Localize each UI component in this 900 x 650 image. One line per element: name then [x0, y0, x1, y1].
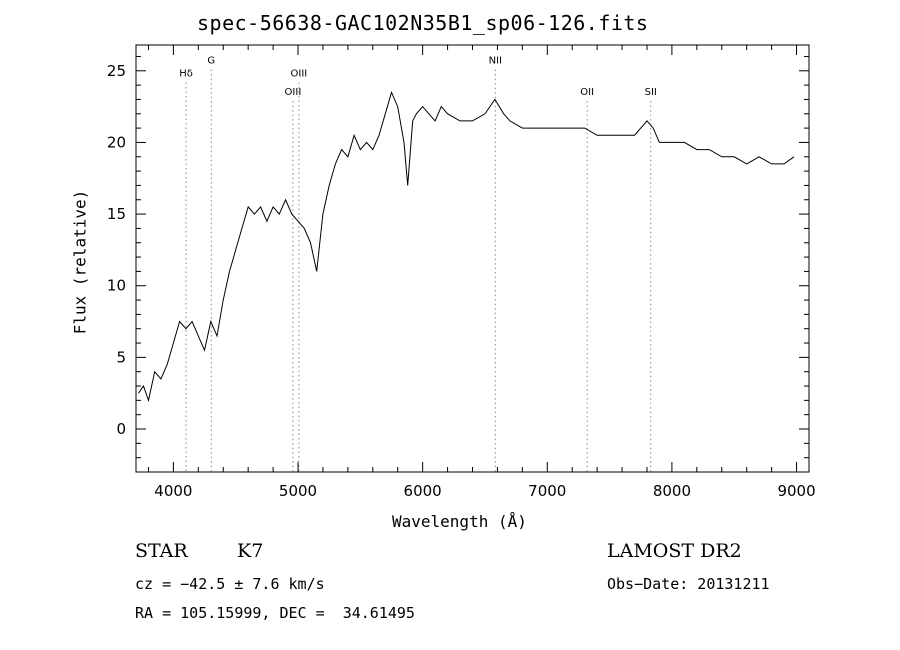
spectral-line-markers: Hδ G OIII OIII NII OII SII [179, 56, 657, 472]
axis-ticks: 4000 5000 6000 7000 8000 9000 0 5 10 15 20 25 [107, 45, 816, 500]
y-tick-label: 25 [107, 62, 126, 80]
x-tick-label: 5000 [279, 482, 317, 500]
y-tick-label: 15 [107, 205, 126, 223]
plot-frame [135, 44, 810, 473]
x-tick-label: 6000 [404, 482, 442, 500]
x-tick-label: 4000 [154, 482, 192, 500]
y-tick-label: 10 [107, 277, 126, 295]
object-class: STAR [135, 540, 188, 562]
y-tick-label: 0 [116, 420, 126, 438]
spectral-line-label: SII [645, 87, 657, 98]
observation-date: Obs−Date: 20131211 [607, 575, 770, 593]
x-axis-label: Wavelength (Å) [392, 512, 527, 531]
coordinates-readout: RA = 105.15999, DEC = 34.61495 [135, 604, 415, 622]
redshift-readout: cz = −42.5 ± 7.6 km/s [135, 575, 325, 593]
spectral-line-label: G [207, 56, 215, 67]
spectral-line-label: OIII [291, 69, 308, 80]
spectral-line-label: OII [580, 87, 594, 98]
object-subclass: K7 [237, 540, 264, 562]
y-tick-label: 5 [116, 348, 126, 366]
spectrum-line [138, 90, 795, 403]
survey-name: LAMOST DR2 [607, 540, 742, 562]
y-axis-label: Flux (relative) [70, 189, 90, 335]
spectral-line-label: Hδ [179, 69, 193, 80]
chart-title: spec-56638-GAC102N35B1_sp06-126.fits [197, 11, 649, 35]
spectral-line-label: OIII [285, 87, 302, 98]
x-tick-label: 8000 [653, 482, 691, 500]
x-tick-label: 9000 [777, 482, 815, 500]
spectrum-series [138, 90, 795, 403]
y-tick-label: 20 [107, 133, 126, 151]
spectral-line-label: NII [489, 56, 502, 67]
x-tick-label: 7000 [528, 482, 566, 500]
